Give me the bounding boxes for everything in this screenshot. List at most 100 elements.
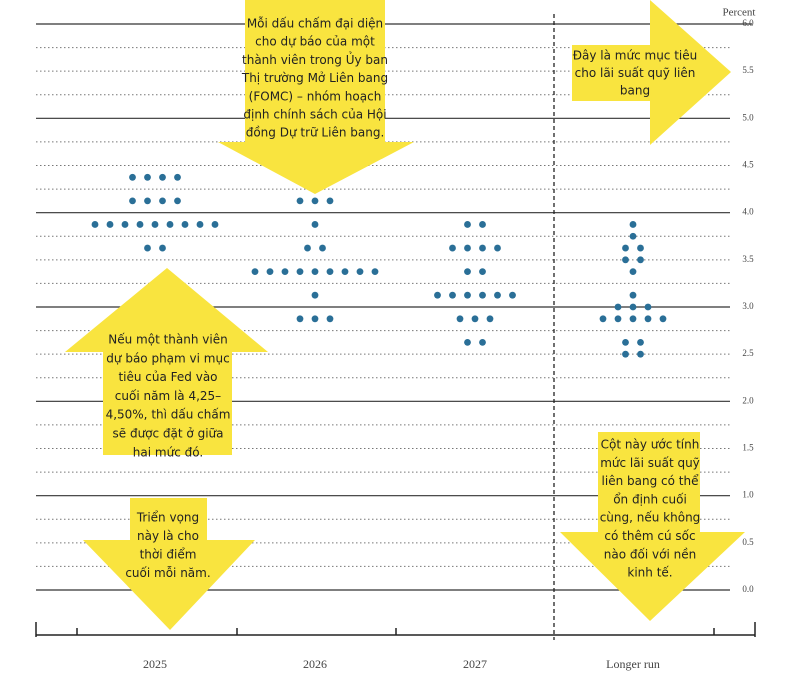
annotation-line: cuối mỗi năm. <box>125 566 210 580</box>
dot <box>174 197 181 205</box>
y-tick-label: 2.0 <box>742 395 754 405</box>
annotation-line: có thêm cú sốc <box>604 529 695 543</box>
dot <box>614 315 622 323</box>
annotation-line: cho lãi suất quỹ liên <box>575 66 696 80</box>
arrow-down <box>218 0 414 194</box>
dot <box>136 221 144 228</box>
y-tick-label: 6.0 <box>742 18 754 28</box>
x-tick-label: 2027 <box>463 657 487 671</box>
dot <box>311 197 319 205</box>
dot <box>449 291 456 299</box>
dot <box>479 338 486 346</box>
dot <box>629 303 637 311</box>
dot <box>622 338 629 346</box>
x-tick-label: Longer run <box>606 657 660 671</box>
dot <box>637 256 644 264</box>
dot <box>371 268 379 276</box>
annotation-line: dự báo phạm vi mục <box>106 351 229 365</box>
annotation-line: nào đối với nền <box>604 547 696 561</box>
dot <box>509 291 516 299</box>
dot <box>464 268 471 276</box>
annotations: Mỗi dấu chấm đại diện cho dự báo của một t… <box>106 17 701 581</box>
dot <box>614 303 622 311</box>
annotation-line: Đây là mức mục tiêu <box>573 49 698 63</box>
dot <box>129 173 136 181</box>
dot <box>211 221 219 228</box>
dot <box>196 221 204 228</box>
annotation-line: thành viên trong Ủy ban <box>242 51 388 67</box>
dot <box>311 291 319 299</box>
annotation-line: hai mức đó. <box>133 445 203 459</box>
dot <box>637 244 644 252</box>
arrows <box>65 0 745 630</box>
dot <box>144 173 151 181</box>
annotation-line: này là cho <box>137 529 199 543</box>
annotation-line: bang <box>620 84 650 98</box>
dot <box>326 315 334 323</box>
dot <box>629 232 637 240</box>
dot <box>296 268 304 276</box>
dot <box>181 221 189 228</box>
dot <box>622 350 629 358</box>
arrow-down <box>83 498 255 630</box>
dot <box>159 173 166 181</box>
y-tick-label: 5.0 <box>742 112 754 122</box>
annotation-line: Thị trường Mở Liên bang <box>241 71 388 85</box>
dot <box>311 268 319 276</box>
dot <box>174 173 181 181</box>
y-tick-label: 0.5 <box>742 537 754 547</box>
annotation-line: cuối năm là 4,25– <box>115 389 221 403</box>
dot <box>464 291 471 299</box>
dot <box>629 291 637 299</box>
y-tick-label: 4.5 <box>742 160 754 170</box>
dot <box>151 221 159 228</box>
annotation-line: sẽ được đặt ở giữa <box>113 427 224 441</box>
dot <box>326 197 334 205</box>
dot <box>326 268 334 276</box>
dot <box>637 338 644 346</box>
dot <box>479 244 486 252</box>
annotation-line: Triển vọng <box>136 511 199 525</box>
dot <box>449 244 456 252</box>
annotation-line: định chính sách của Hội <box>243 108 386 122</box>
dot <box>296 197 304 205</box>
dot <box>91 221 99 228</box>
dot <box>311 221 319 228</box>
annotation-line: Cột này ước tính <box>601 438 700 452</box>
annotation-line: kinh tế. <box>627 566 672 580</box>
dot <box>464 338 471 346</box>
dot <box>129 197 136 205</box>
dot <box>644 315 652 323</box>
dot <box>166 221 174 228</box>
dot <box>479 291 486 299</box>
annotation-line: cùng, nếu không <box>600 511 701 525</box>
y-tick-label: 1.0 <box>742 490 754 500</box>
dot <box>622 244 629 252</box>
dot <box>644 303 652 311</box>
dot <box>637 350 644 358</box>
y-tick-label: 3.5 <box>742 254 754 264</box>
dot <box>319 244 326 252</box>
dot <box>464 244 471 252</box>
dot <box>281 268 289 276</box>
dot <box>106 221 114 228</box>
dot <box>629 221 637 228</box>
dot <box>622 256 629 264</box>
dot <box>356 268 364 276</box>
dot <box>486 315 494 323</box>
dot <box>599 315 607 323</box>
annotation-line: thời điểm <box>140 548 197 562</box>
dot <box>464 221 471 228</box>
y-tick-label: 3.0 <box>742 301 754 311</box>
y-tick-label: 0.0 <box>742 584 754 594</box>
dot <box>121 221 129 228</box>
dot <box>494 244 501 252</box>
y-tick-label: 4.0 <box>742 207 754 217</box>
y-tick-label: 2.5 <box>742 348 754 358</box>
dot <box>494 291 501 299</box>
annotation-line: ổn định cuối <box>613 492 687 506</box>
dot <box>144 244 151 252</box>
annotation-line: 4,50%, thì dấu chấm <box>106 408 231 422</box>
dot <box>629 315 637 323</box>
